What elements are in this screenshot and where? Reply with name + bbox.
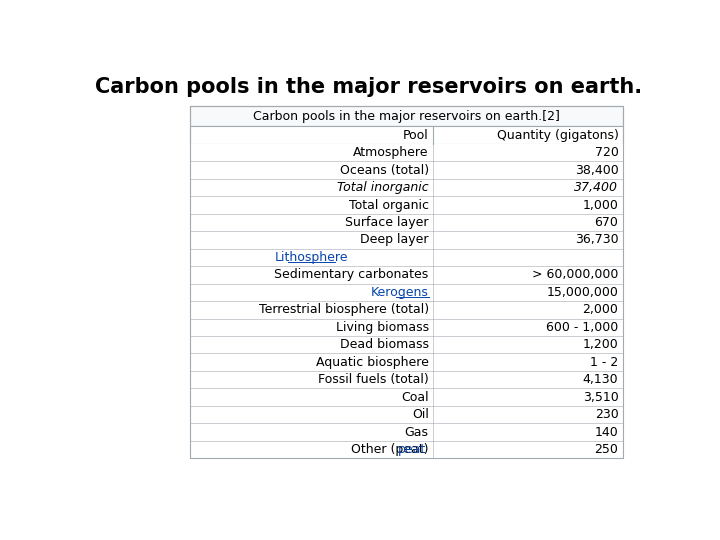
Text: 1,200: 1,200 bbox=[582, 338, 618, 351]
Text: 2,000: 2,000 bbox=[582, 303, 618, 316]
Text: Lithosphere: Lithosphere bbox=[275, 251, 348, 264]
Text: 600 - 1,000: 600 - 1,000 bbox=[546, 321, 618, 334]
Bar bbox=[190, 106, 623, 126]
Text: 140: 140 bbox=[595, 426, 618, 438]
Text: Terrestrial biosphere (total): Terrestrial biosphere (total) bbox=[258, 303, 428, 316]
Bar bbox=[190, 161, 623, 179]
Text: Sedimentary carbonates: Sedimentary carbonates bbox=[274, 268, 428, 281]
Text: Pool: Pool bbox=[403, 129, 428, 141]
Bar bbox=[190, 179, 623, 197]
Bar bbox=[190, 249, 623, 266]
Text: Dead biomass: Dead biomass bbox=[340, 338, 428, 351]
Text: Total organic: Total organic bbox=[348, 199, 428, 212]
Text: Gas: Gas bbox=[405, 426, 428, 438]
Text: Carbon pools in the major reservoirs on earth.: Carbon pools in the major reservoirs on … bbox=[96, 77, 642, 97]
Bar bbox=[190, 336, 623, 354]
Bar bbox=[190, 231, 623, 249]
Text: Quantity (gigatons): Quantity (gigatons) bbox=[497, 129, 618, 141]
Text: 1 - 2: 1 - 2 bbox=[590, 356, 618, 369]
Text: > 60,000,000: > 60,000,000 bbox=[532, 268, 618, 281]
Text: 230: 230 bbox=[595, 408, 618, 421]
Text: 38,400: 38,400 bbox=[575, 164, 618, 177]
Text: 15,000,000: 15,000,000 bbox=[546, 286, 618, 299]
Bar bbox=[190, 301, 623, 319]
Text: Living biomass: Living biomass bbox=[336, 321, 428, 334]
Text: Deep layer: Deep layer bbox=[360, 233, 428, 246]
Text: 4,130: 4,130 bbox=[582, 373, 618, 386]
Bar bbox=[190, 406, 623, 423]
Text: Kerogens: Kerogens bbox=[371, 286, 428, 299]
Bar bbox=[190, 266, 623, 284]
Text: Carbon pools in the major reservoirs on earth.[2]: Carbon pools in the major reservoirs on … bbox=[253, 110, 560, 123]
Bar bbox=[190, 371, 623, 388]
Bar bbox=[190, 126, 623, 144]
Bar bbox=[190, 354, 623, 371]
Bar bbox=[190, 423, 623, 441]
Text: Oil: Oil bbox=[412, 408, 428, 421]
Text: Aquatic biosphere: Aquatic biosphere bbox=[316, 356, 428, 369]
Text: 1,000: 1,000 bbox=[582, 199, 618, 212]
Text: Atmosphere: Atmosphere bbox=[354, 146, 428, 159]
Text: 720: 720 bbox=[595, 146, 618, 159]
Bar bbox=[190, 441, 623, 458]
Text: 3,510: 3,510 bbox=[582, 390, 618, 403]
Text: Surface layer: Surface layer bbox=[345, 216, 428, 229]
Text: 37,400: 37,400 bbox=[575, 181, 618, 194]
Text: Coal: Coal bbox=[401, 390, 428, 403]
Bar bbox=[190, 319, 623, 336]
Bar bbox=[190, 197, 623, 214]
Bar bbox=[190, 388, 623, 406]
Text: Fossil fuels (total): Fossil fuels (total) bbox=[318, 373, 428, 386]
Text: 250: 250 bbox=[595, 443, 618, 456]
Text: 36,730: 36,730 bbox=[575, 233, 618, 246]
Text: peat: peat bbox=[397, 443, 426, 456]
Text: Oceans (total): Oceans (total) bbox=[340, 164, 428, 177]
Text: Other (peat): Other (peat) bbox=[351, 443, 428, 456]
Bar bbox=[190, 284, 623, 301]
Bar bbox=[190, 214, 623, 231]
Text: Total inorganic: Total inorganic bbox=[337, 181, 428, 194]
Bar bbox=[190, 144, 623, 161]
Text: 670: 670 bbox=[595, 216, 618, 229]
